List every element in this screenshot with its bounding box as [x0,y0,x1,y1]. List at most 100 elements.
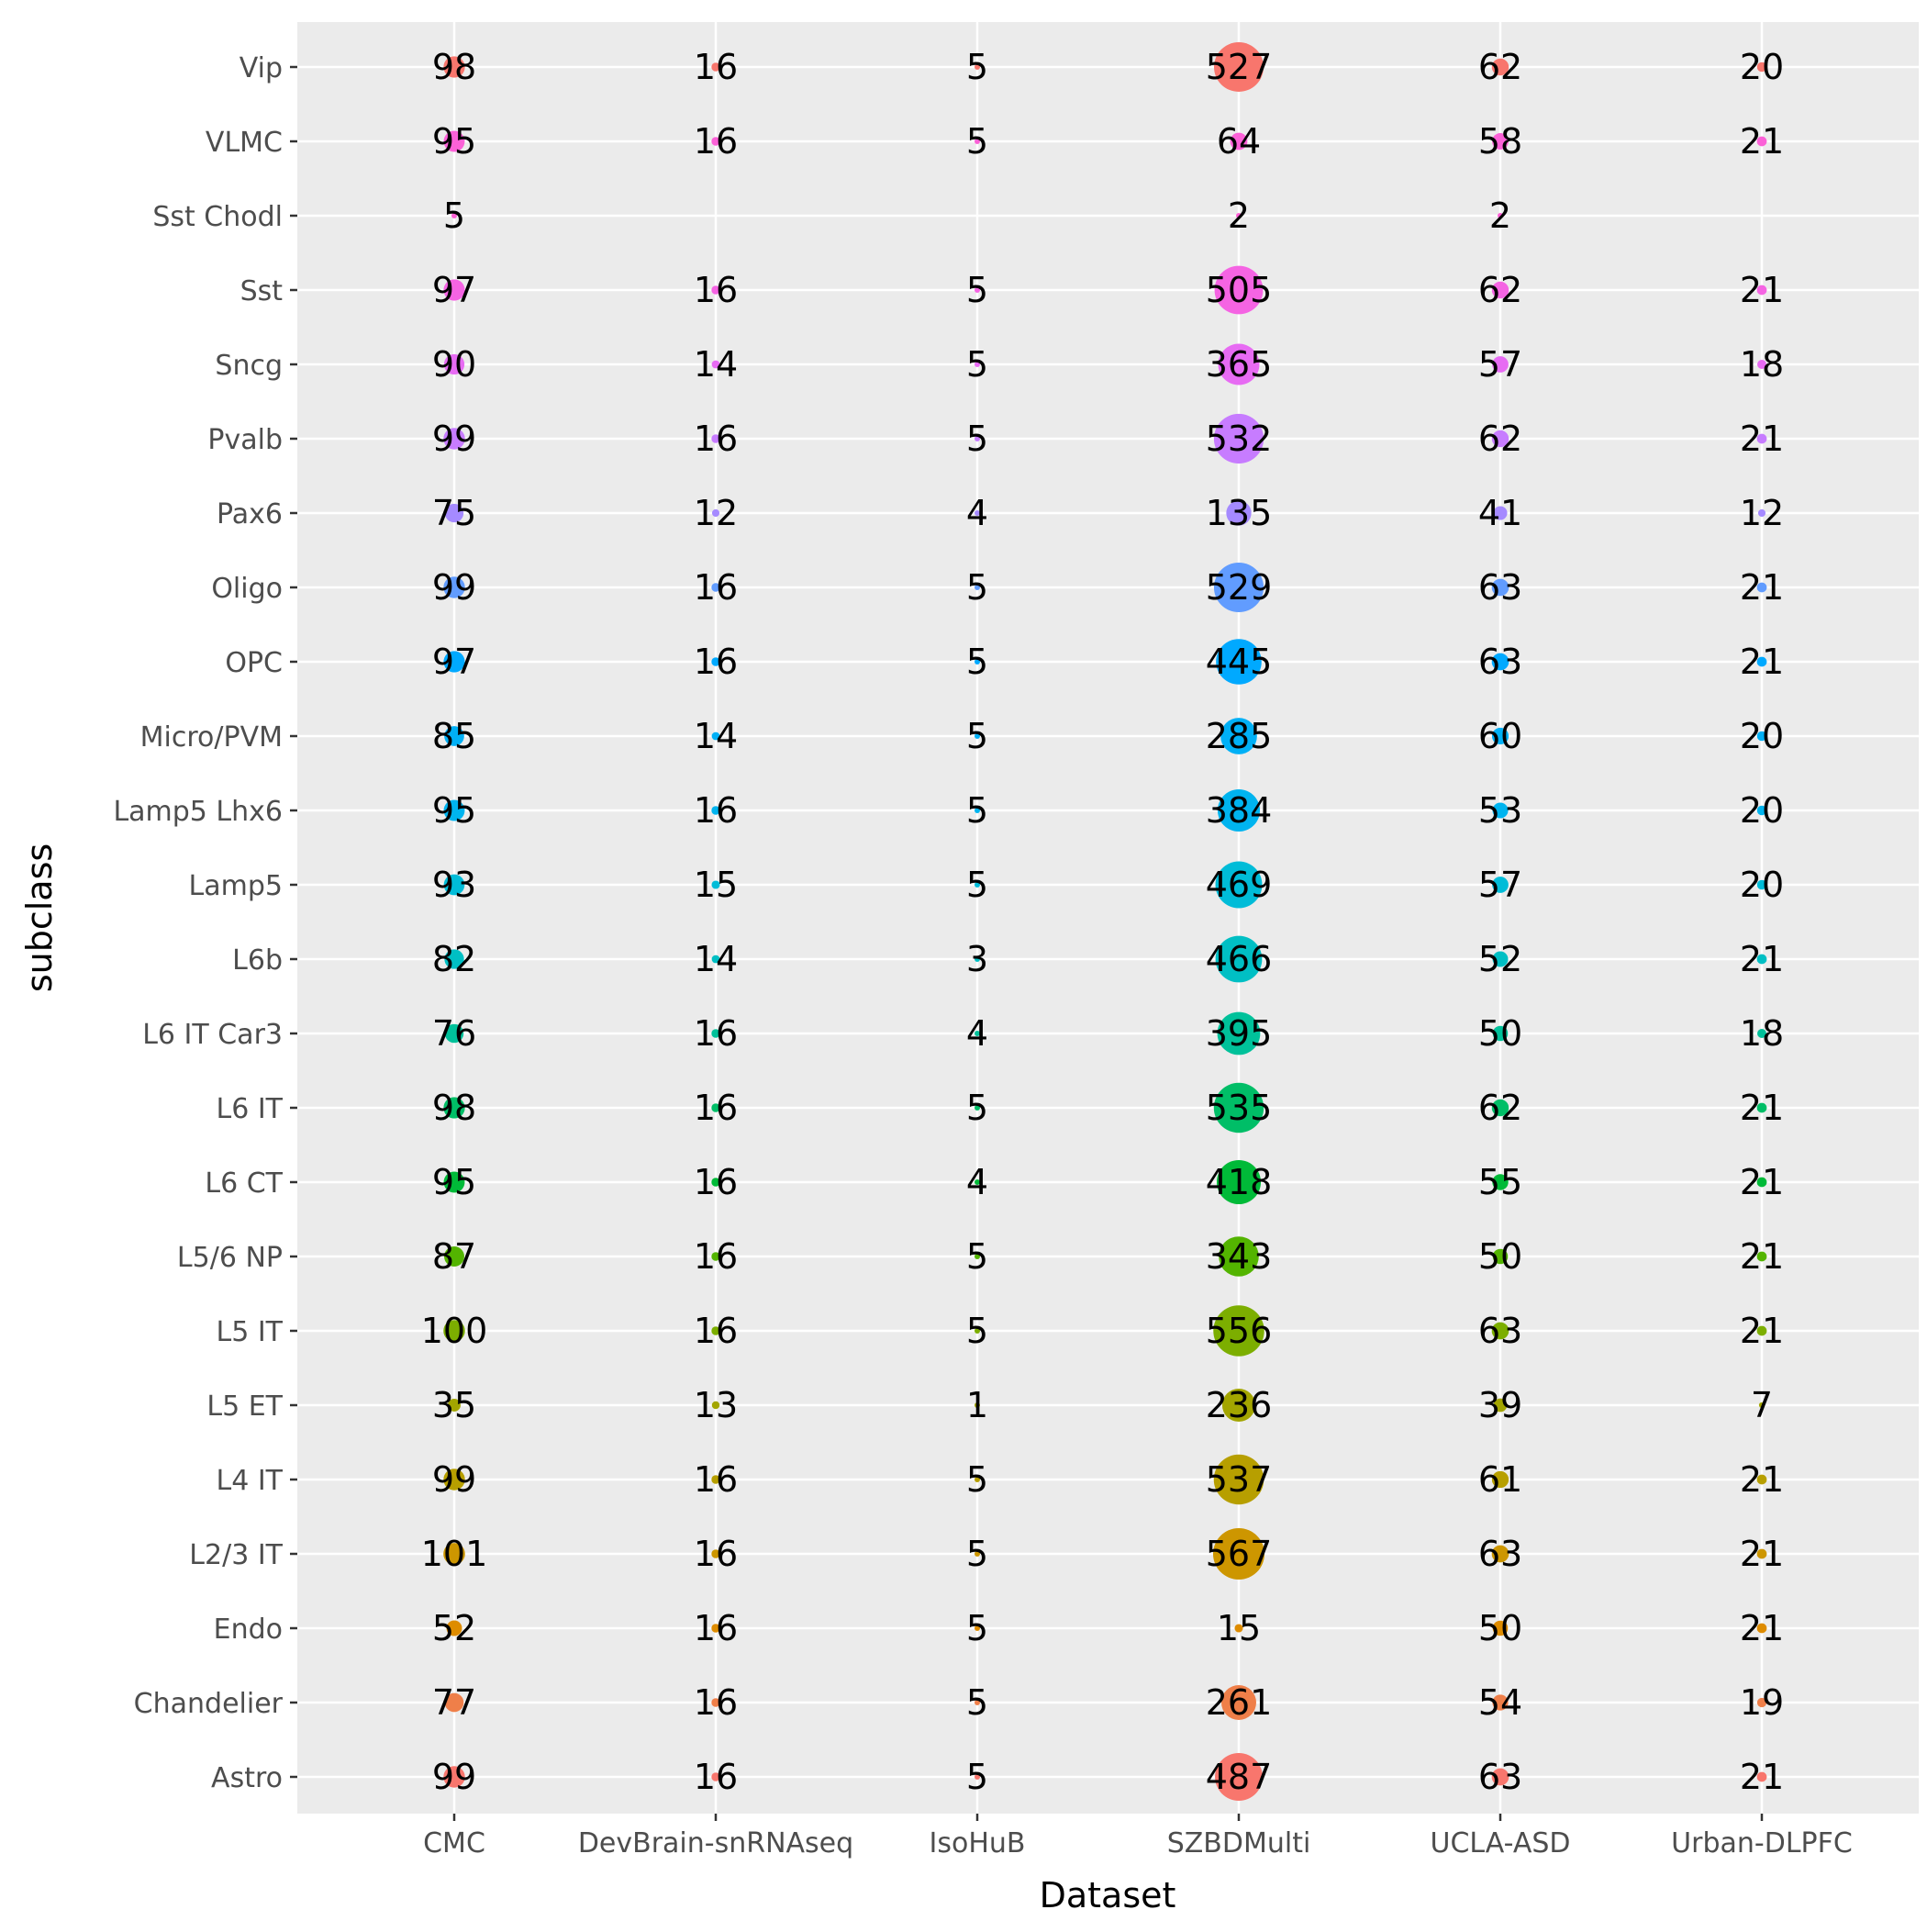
point-l6-it-cmc [443,1097,465,1119]
point-pax6-urban-dlpfc [1757,508,1766,518]
point-astro-isohub [975,1774,980,1780]
point-l6-ct-isohub [975,1179,980,1185]
value-label-pax6-szbdmulti: 135 [1206,493,1273,533]
value-label-l5-6-np-devbrain-snrnaseq: 16 [694,1236,738,1277]
value-label-lamp5-lhx6-urban-dlpfc: 20 [1740,790,1784,831]
value-label-oligo-cmc: 99 [432,567,476,608]
value-label-opc-ucla-asd: 63 [1478,642,1522,682]
y-tick-label-chandelier: Chandelier [134,1688,284,1720]
value-label-oligo-isohub: 5 [966,567,988,608]
value-label-opc-urban-dlpfc: 21 [1740,642,1784,682]
y-tick-label-sst: Sst [240,275,284,307]
point-endo-urban-dlpfc [1756,1623,1767,1634]
value-label-l2-3-it-szbdmulti: 567 [1206,1534,1273,1574]
value-label-l6-ct-ucla-asd: 55 [1478,1162,1522,1202]
point-lamp5-lhx6-urban-dlpfc [1756,805,1767,816]
value-label-l6-it-szbdmulti: 535 [1206,1088,1273,1128]
point-micro-pvm-ucla-asd [1491,727,1509,745]
point-oligo-urban-dlpfc [1756,582,1767,593]
value-label-l5-it-szbdmulti: 556 [1206,1311,1273,1351]
point-micro-pvm-cmc [444,726,464,746]
y-tick-label-vlmc: VLMC [206,127,283,159]
point-l6-ct-cmc [443,1171,465,1193]
x-tick-label-devbrain-snrnaseq: DevBrain-snRNAseq [578,1827,853,1859]
value-label-astro-szbdmulti: 487 [1206,1757,1273,1797]
x-tick-label-szbdmulti: SZBDMulti [1167,1827,1311,1859]
y-tick-label-l6-ct: L6 CT [205,1167,283,1200]
point-vlmc-ucla-asd [1492,133,1509,150]
point-opc-cmc [443,651,465,673]
point-opc-urban-dlpfc [1756,656,1767,667]
point-chandelier-urban-dlpfc [1756,1697,1767,1708]
value-label-l6-it-car3-isohub: 4 [966,1013,988,1054]
value-label-sncg-cmc: 90 [432,344,476,385]
point-astro-cmc [443,1766,465,1788]
point-lamp5-szbdmulti [1215,861,1263,909]
point-l5-it-ucla-asd [1491,1322,1509,1340]
point-l6-ct-szbdmulti [1216,1159,1262,1205]
point-l6-it-urban-dlpfc [1756,1102,1767,1113]
point-pvalb-szbdmulti [1213,413,1264,464]
value-label-chandelier-ucla-asd: 54 [1478,1682,1522,1723]
value-label-l5-et-ucla-asd: 39 [1478,1385,1522,1425]
value-label-pvalb-isohub: 5 [966,419,988,459]
value-label-micro-pvm-ucla-asd: 60 [1478,716,1522,756]
point-l4-it-urban-dlpfc [1756,1474,1767,1485]
point-l5-6-np-isohub [975,1254,980,1259]
value-label-l6b-devbrain-snrnaseq: 14 [694,939,738,979]
point-l5-et-devbrain-snrnaseq [711,1401,720,1410]
y-tick-label-l4-it: L4 IT [216,1465,283,1497]
value-label-opc-szbdmulti: 445 [1206,642,1273,682]
value-label-l6-it-isohub: 5 [966,1088,988,1128]
value-label-vip-szbdmulti: 527 [1206,47,1273,87]
y-tick-label-astro: Astro [211,1762,283,1794]
point-sncg-cmc [443,353,465,375]
point-lamp5-cmc [443,874,465,896]
y-tick-label-l5-it: L5 IT [216,1316,283,1348]
y-tick-label-l6-it-car3: L6 IT Car3 [142,1019,283,1051]
value-label-oligo-urban-dlpfc: 21 [1740,567,1784,608]
value-label-sst-chodl-ucla-asd: 2 [1489,195,1511,236]
value-label-l5-6-np-cmc: 87 [432,1236,476,1277]
point-pax6-cmc [444,503,464,523]
value-label-sst-ucla-asd: 62 [1478,270,1522,310]
value-label-vip-cmc: 98 [432,47,476,87]
value-label-chandelier-szbdmulti: 261 [1206,1682,1273,1723]
value-label-l6-it-car3-szbdmulti: 395 [1206,1013,1273,1054]
value-label-sst-cmc: 97 [432,270,476,310]
value-label-l6b-isohub: 3 [966,939,988,979]
point-sst-chodl-ucla-asd [1498,213,1503,218]
value-label-l6-it-devbrain-snrnaseq: 16 [694,1088,738,1128]
point-l5-et-szbdmulti [1221,1388,1256,1423]
value-label-pax6-urban-dlpfc: 12 [1740,493,1784,533]
point-chandelier-cmc [444,1692,464,1713]
point-l2-3-it-cmc [443,1543,465,1565]
value-label-l6-ct-isohub: 4 [966,1162,988,1202]
point-sncg-isohub [975,362,980,367]
value-label-sst-chodl-szbdmulti: 2 [1228,195,1250,236]
point-l6-it-car3-szbdmulti [1217,1011,1261,1055]
y-tick-label-l5-et: L5 ET [206,1390,283,1423]
value-label-sncg-isohub: 5 [966,344,988,385]
value-label-l6-it-urban-dlpfc: 21 [1740,1088,1784,1128]
point-oligo-szbdmulti [1213,562,1264,613]
point-opc-devbrain-snrnaseq [711,657,720,666]
value-label-l5-it-urban-dlpfc: 21 [1740,1311,1784,1351]
value-label-vlmc-szbdmulti: 64 [1217,121,1261,162]
point-pvalb-isohub [975,436,980,441]
value-label-pax6-ucla-asd: 41 [1478,493,1522,533]
value-label-endo-devbrain-snrnaseq: 16 [694,1608,738,1648]
value-label-l6b-szbdmulti: 466 [1206,939,1273,979]
value-label-pvalb-ucla-asd: 62 [1478,419,1522,459]
point-l6b-urban-dlpfc [1756,954,1767,965]
point-l5-6-np-urban-dlpfc [1756,1251,1767,1262]
point-opc-isohub [975,659,980,664]
value-label-l6-ct-szbdmulti: 418 [1206,1162,1273,1202]
point-chandelier-isohub [975,1700,980,1705]
x-tick-label-cmc: CMC [423,1827,485,1859]
value-label-l6-ct-devbrain-snrnaseq: 16 [694,1162,738,1202]
value-label-lamp5-ucla-asd: 57 [1478,865,1522,905]
value-label-astro-devbrain-snrnaseq: 16 [694,1757,738,1797]
point-l6-ct-ucla-asd [1492,1174,1509,1190]
value-label-micro-pvm-devbrain-snrnaseq: 14 [694,716,738,756]
